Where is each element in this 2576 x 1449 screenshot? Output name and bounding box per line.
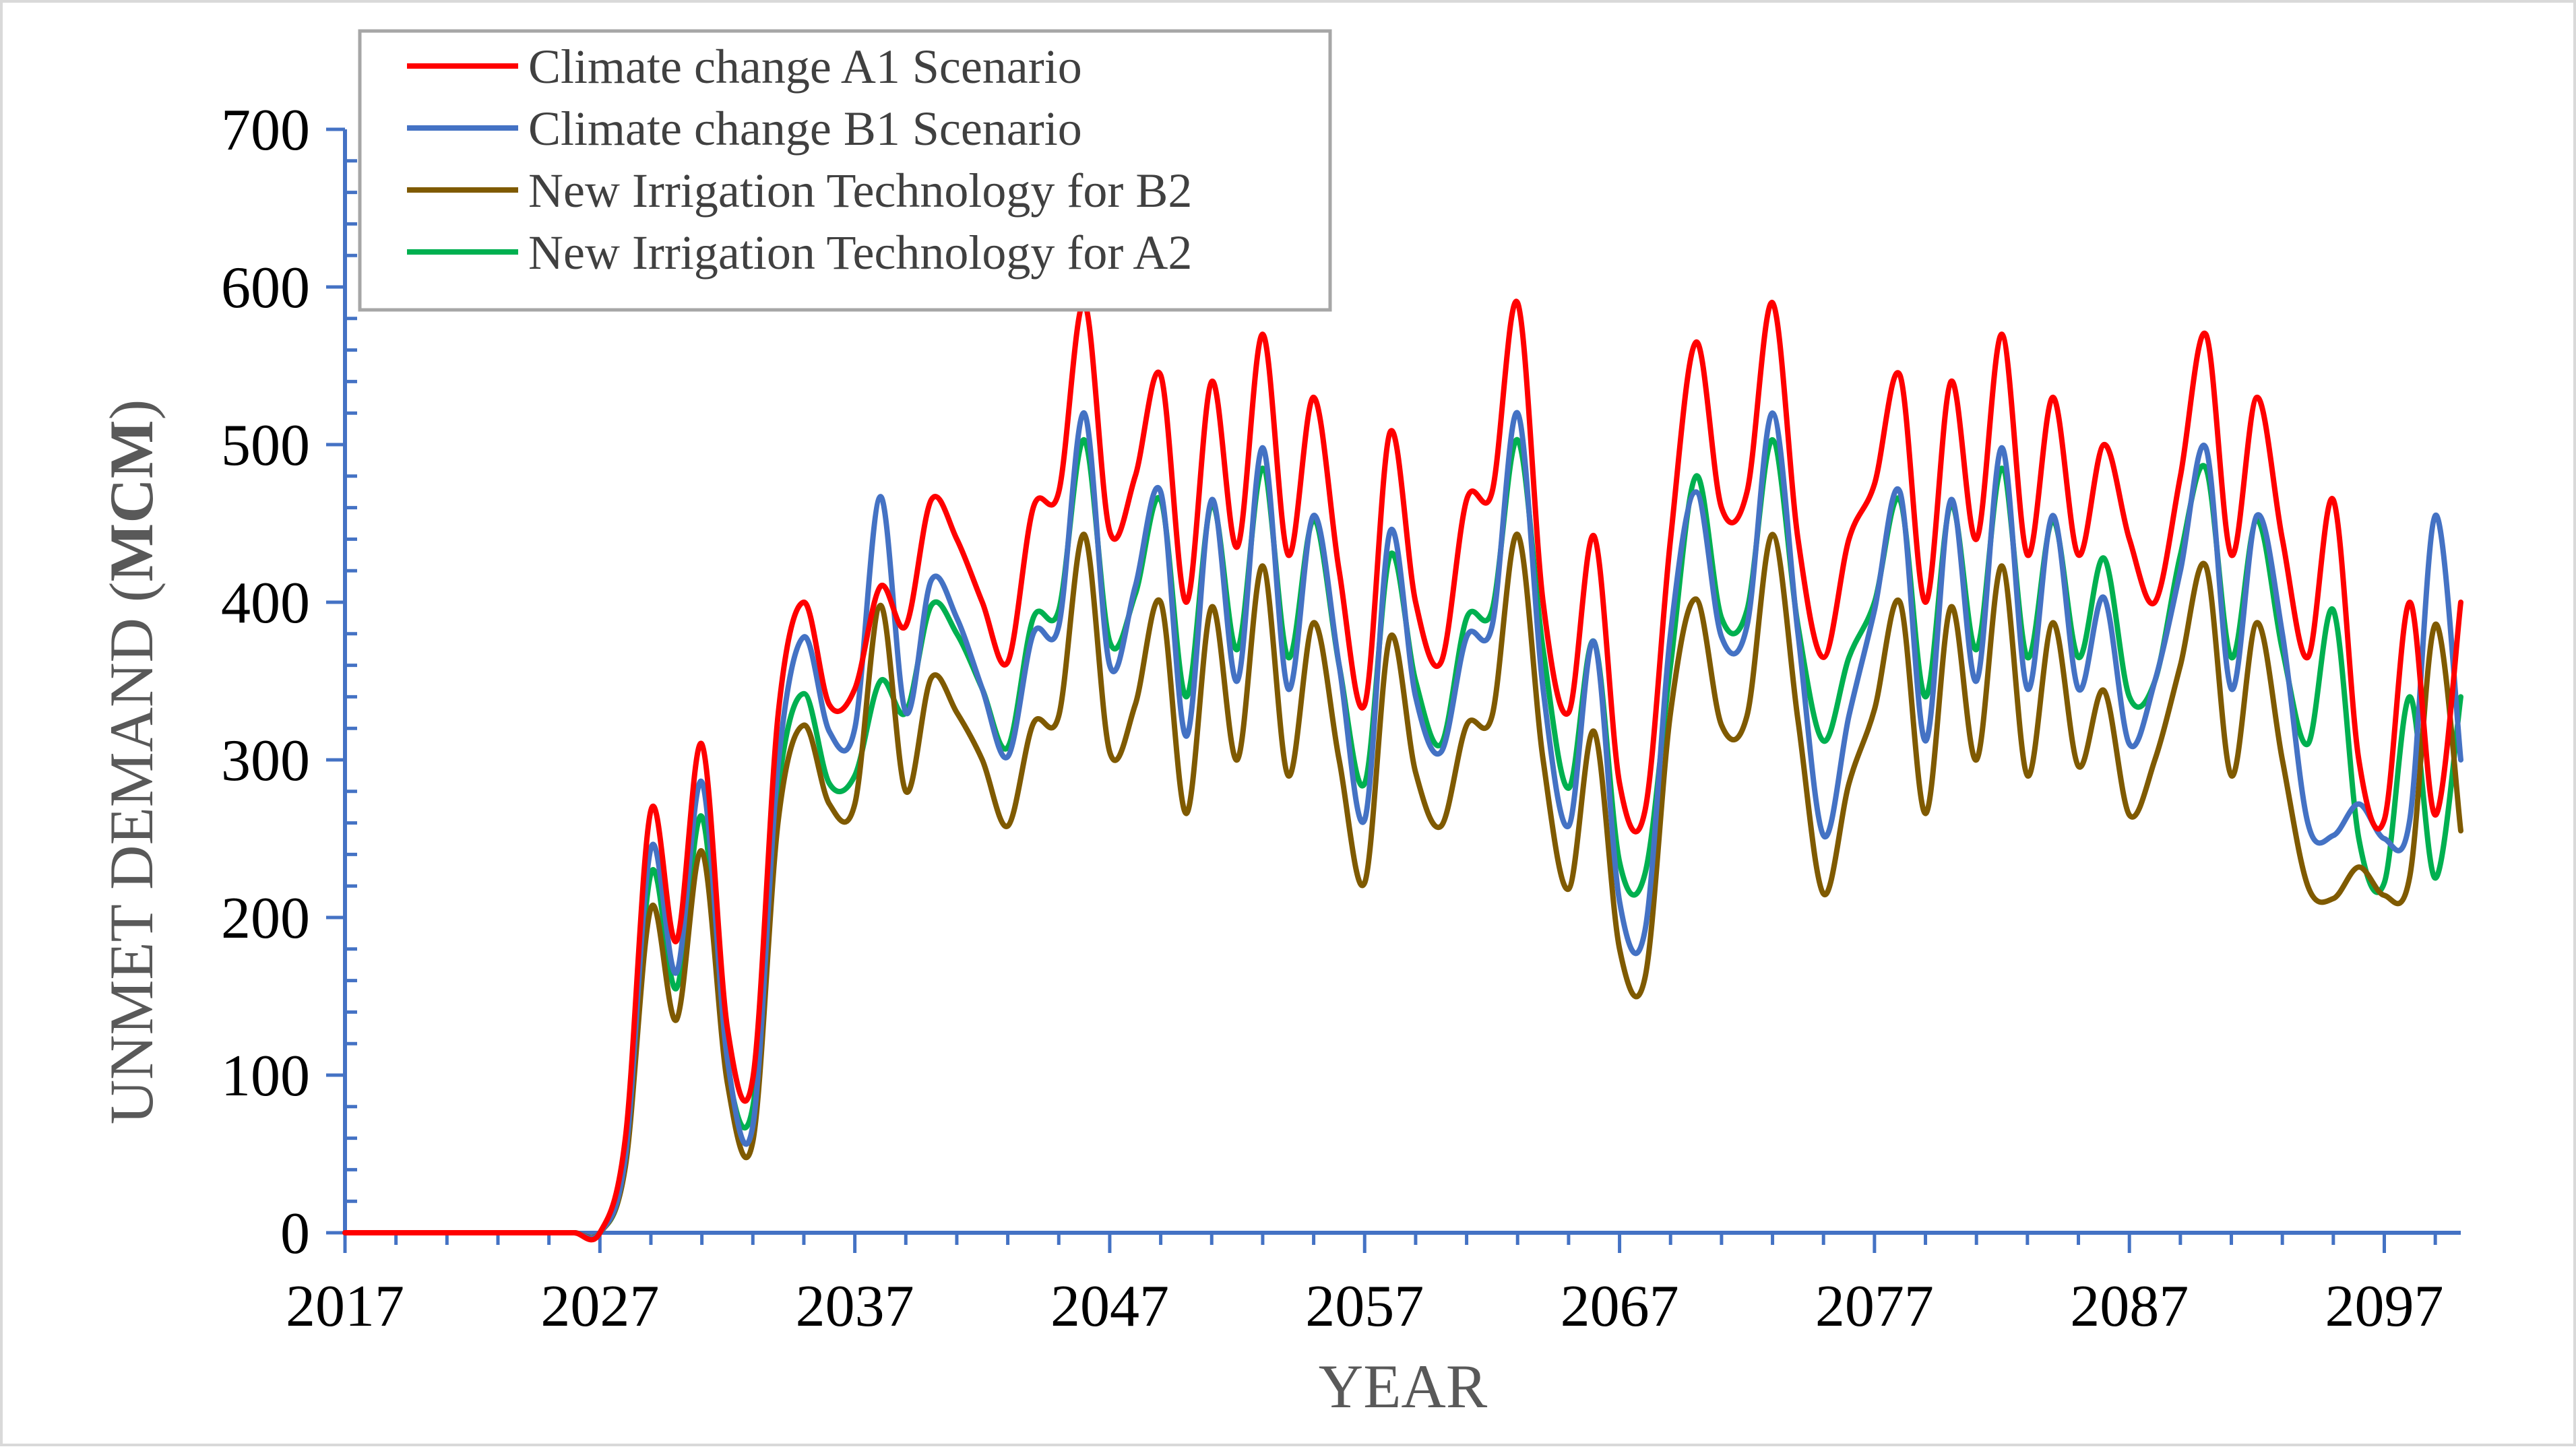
y-tick-label: 0 [280, 1201, 310, 1266]
x-tick-label: 2047 [1050, 1274, 1169, 1339]
line-chart: 0 100 200 300 400 500 600 700 2017 2027 2037 2047 20… [97, 29, 2463, 1421]
series-line-2 [342, 410, 2463, 1242]
y-tick-label: 300 [221, 728, 310, 794]
legend: Climate change A1 Scenario Climate change… [358, 29, 1332, 312]
x-tick-label: 2077 [1815, 1274, 1934, 1339]
series-line-1 [342, 298, 2463, 1243]
legend-label-2: Climate change B1 Scenario [528, 102, 1082, 156]
x-axis-title: YEAR [1319, 1352, 1488, 1421]
y-tick-label: 500 [221, 413, 310, 478]
y-axis-title: UNMET DEMAND (MCM) [97, 399, 166, 1125]
x-tick-label: 2037 [796, 1274, 914, 1339]
axes [343, 129, 2461, 1235]
x-tick-label: 2087 [2070, 1274, 2189, 1339]
y-axis-title-prefix: UNMET DEMAND ( [97, 581, 166, 1124]
x-tick-label: 2057 [1305, 1274, 1424, 1339]
legend-box [358, 29, 1332, 312]
legend-label-4: New Irrigation Technology for A2 [528, 226, 1192, 280]
x-tick-label: 2097 [2325, 1274, 2444, 1339]
x-tick-label: 2017 [286, 1274, 404, 1339]
legend-label-3: New Irrigation Technology for B2 [528, 164, 1192, 218]
y-tick-label: 400 [221, 571, 310, 636]
legend-label-1: Climate change A1 Scenario [528, 40, 1082, 94]
y-axis-title-suffix: ) [97, 399, 166, 420]
y-tick-label: 200 [221, 886, 310, 951]
y-tick-label: 700 [221, 98, 310, 163]
series-layer [342, 298, 2463, 1243]
y-tick-label: 100 [221, 1043, 310, 1109]
y-axis-title-unit: MCM [97, 420, 166, 581]
axis-ticks: 0 100 200 300 400 500 600 700 2017 2027 2037 2047 20… [221, 98, 2444, 1339]
y-tick-label: 600 [221, 255, 310, 321]
x-tick-label: 2067 [1561, 1274, 1679, 1339]
x-tick-label: 2027 [540, 1274, 659, 1339]
